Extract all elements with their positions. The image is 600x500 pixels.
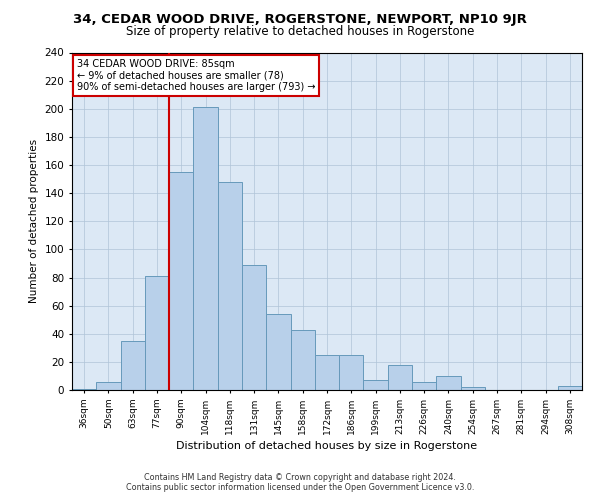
Bar — [339, 355, 364, 390]
Bar — [193, 108, 218, 390]
Bar — [315, 355, 339, 390]
X-axis label: Distribution of detached houses by size in Rogerstone: Distribution of detached houses by size … — [176, 441, 478, 451]
Text: Contains HM Land Registry data © Crown copyright and database right 2024.
Contai: Contains HM Land Registry data © Crown c… — [126, 473, 474, 492]
Bar — [121, 341, 145, 390]
Bar — [290, 330, 315, 390]
Bar — [461, 387, 485, 390]
Bar — [96, 382, 121, 390]
Bar — [145, 276, 169, 390]
Bar — [412, 382, 436, 390]
Bar — [388, 364, 412, 390]
Bar — [242, 265, 266, 390]
Text: 34 CEDAR WOOD DRIVE: 85sqm
← 9% of detached houses are smaller (78)
90% of semi-: 34 CEDAR WOOD DRIVE: 85sqm ← 9% of detac… — [77, 59, 316, 92]
Bar — [436, 376, 461, 390]
Bar — [72, 388, 96, 390]
Bar — [266, 314, 290, 390]
Bar — [558, 386, 582, 390]
Y-axis label: Number of detached properties: Number of detached properties — [29, 139, 39, 304]
Bar — [218, 182, 242, 390]
Bar — [364, 380, 388, 390]
Text: Size of property relative to detached houses in Rogerstone: Size of property relative to detached ho… — [126, 25, 474, 38]
Bar — [169, 172, 193, 390]
Text: 34, CEDAR WOOD DRIVE, ROGERSTONE, NEWPORT, NP10 9JR: 34, CEDAR WOOD DRIVE, ROGERSTONE, NEWPOR… — [73, 12, 527, 26]
